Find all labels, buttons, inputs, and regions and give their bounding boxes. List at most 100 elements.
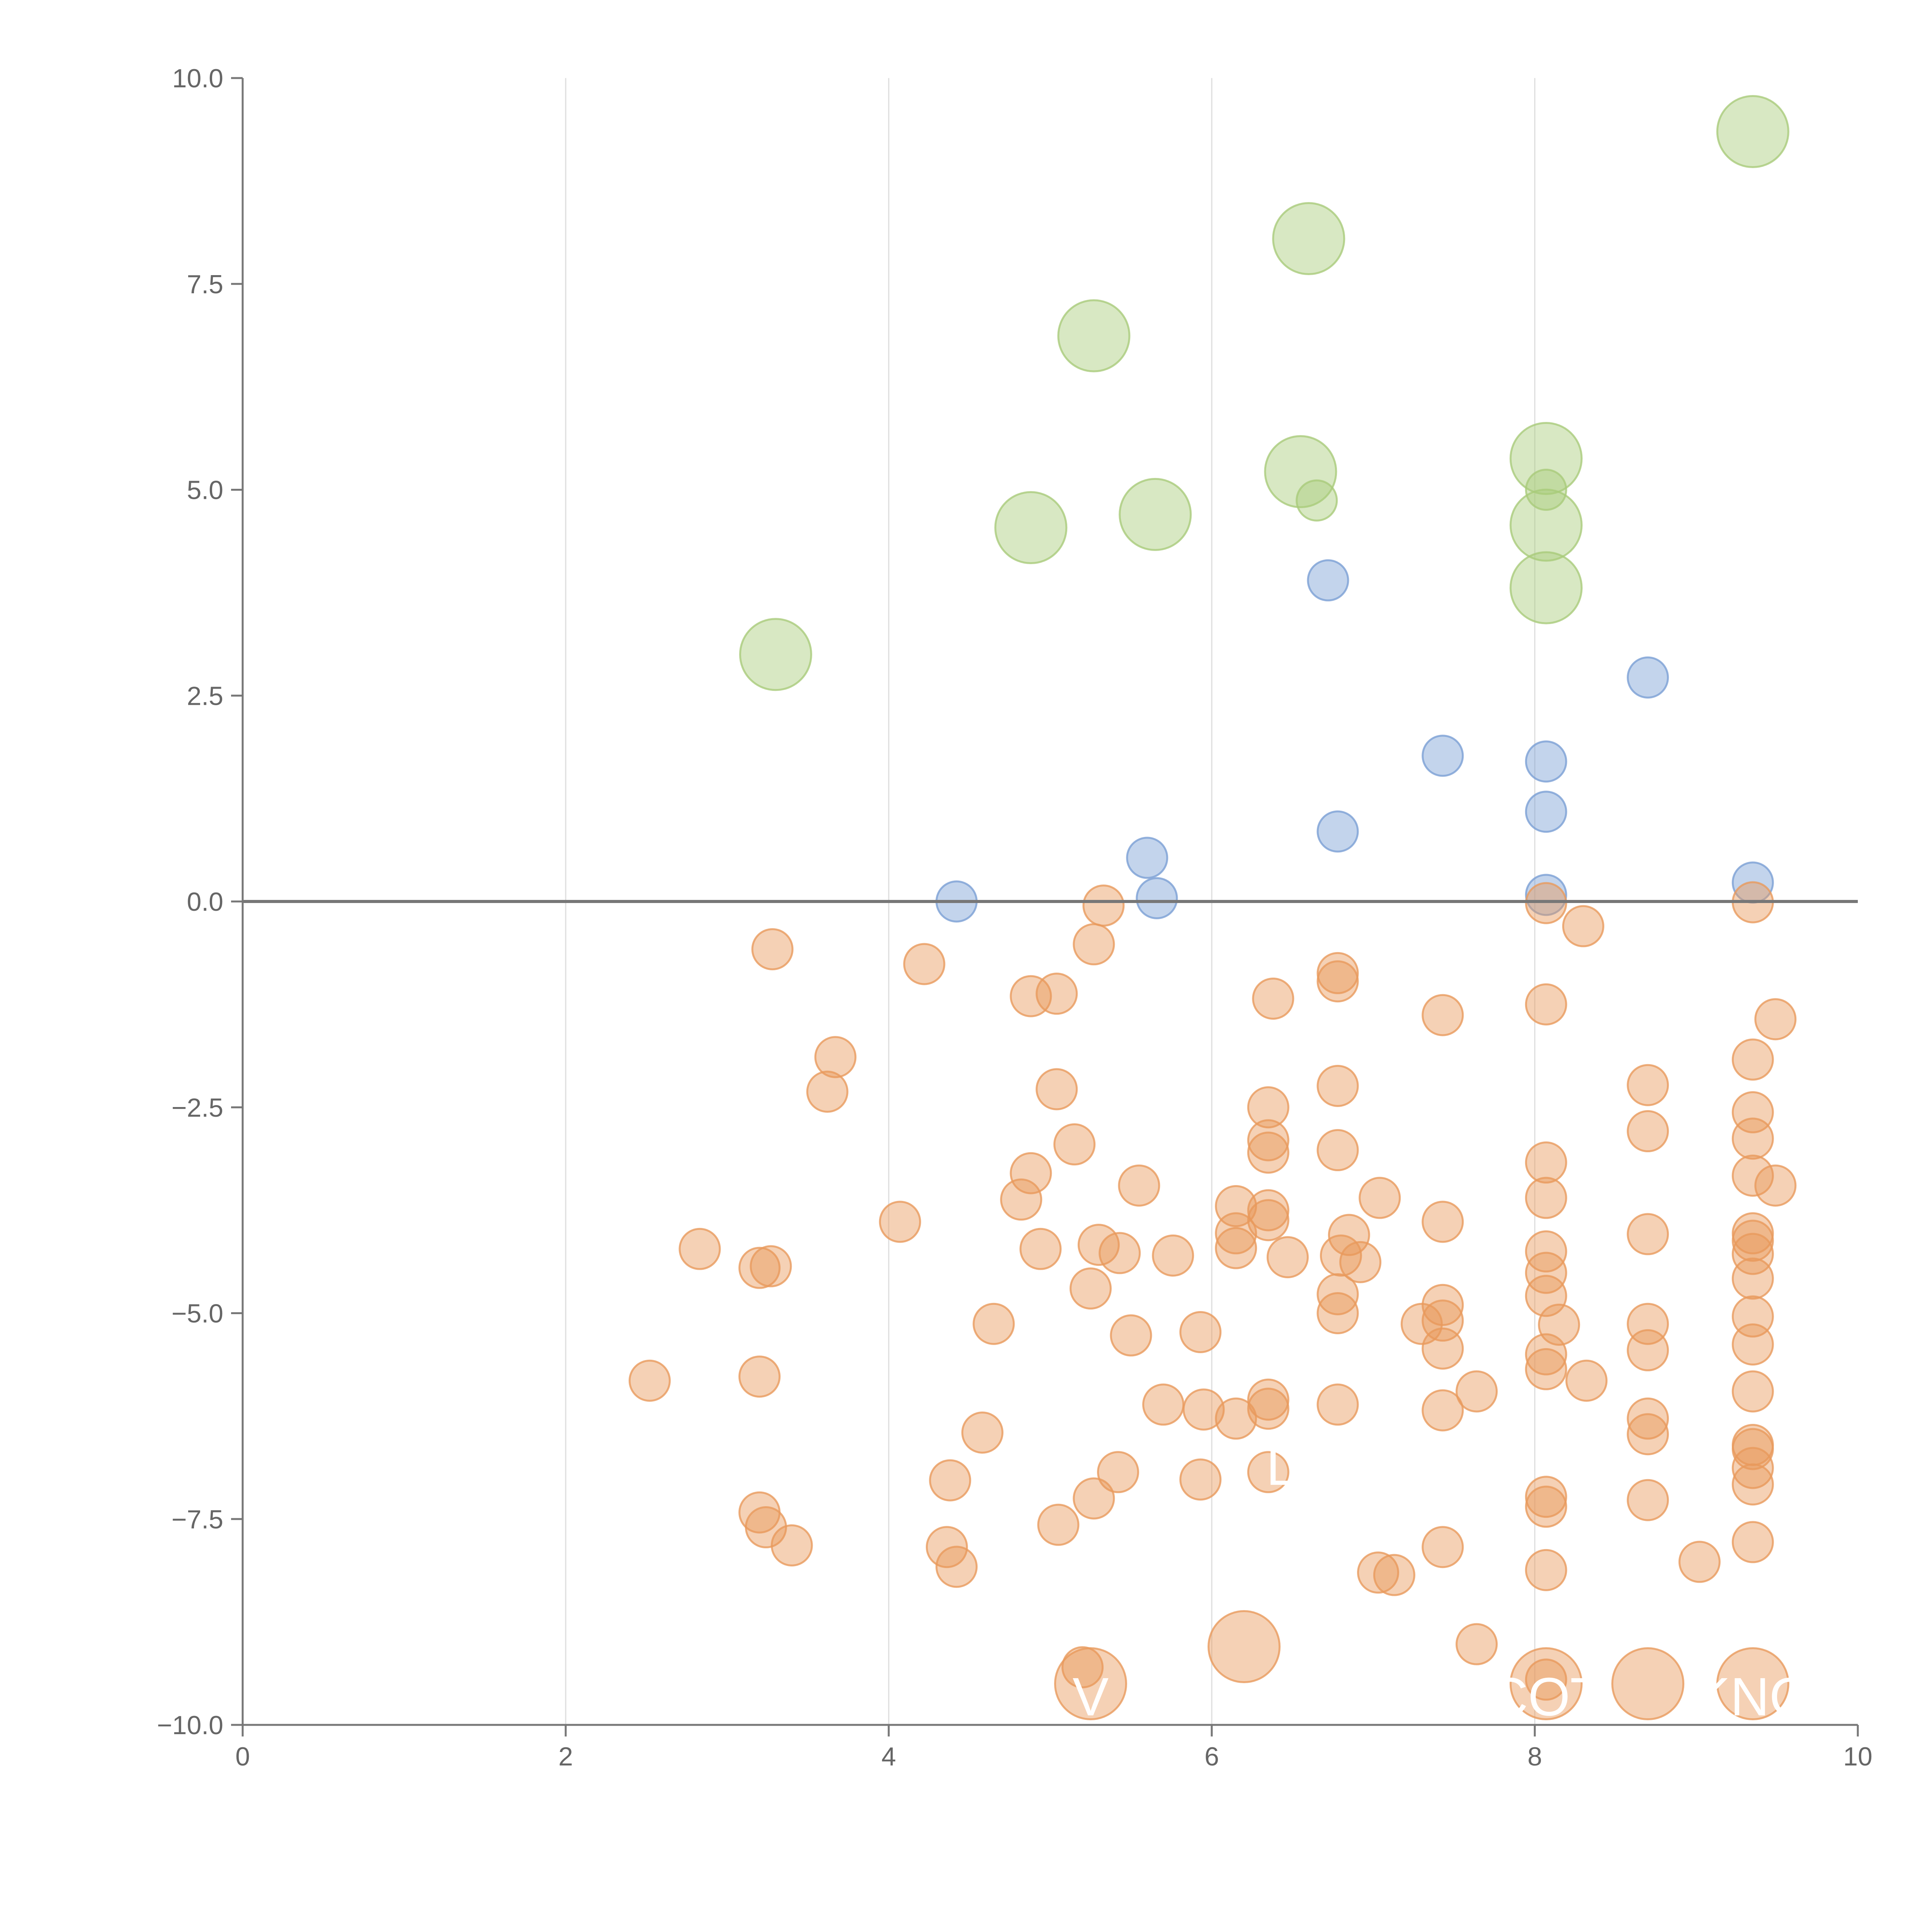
data-point-4-3	[1611, 1647, 1685, 1720]
data-point-3-78	[1525, 1333, 1567, 1376]
data-point-3-82	[1565, 1359, 1608, 1402]
data-point-0-0	[1716, 95, 1789, 168]
data-point-3-15	[814, 1036, 857, 1078]
data-point-3-16	[1731, 1038, 1774, 1081]
data-point-3-44	[1215, 1212, 1257, 1255]
data-point-3-30	[1010, 1152, 1052, 1194]
data-point-2-1	[1627, 656, 1669, 699]
data-point-3-102	[1731, 1463, 1774, 1506]
data-point-3-32	[1118, 1164, 1160, 1207]
data-point-3-121	[1525, 1658, 1567, 1701]
data-point-3-19	[1316, 1065, 1359, 1107]
data-point-2-2	[1422, 735, 1464, 777]
data-point-3-33	[1754, 1164, 1797, 1207]
data-point-3-98	[1097, 1451, 1139, 1493]
data-point-3-59	[750, 1245, 792, 1287]
data-point-1-1	[1525, 469, 1567, 511]
data-point-3-74	[1110, 1314, 1152, 1357]
data-point-3-24	[1247, 1119, 1289, 1162]
data-point-2-4	[1525, 791, 1567, 833]
data-point-3-20	[1627, 1064, 1669, 1106]
data-point-3-50	[1731, 1219, 1774, 1262]
data-point-3-8	[1316, 960, 1359, 1003]
data-point-3-40	[879, 1201, 921, 1243]
data-point-3-64	[1525, 1275, 1567, 1317]
x-tick-label-0: 0	[235, 1742, 250, 1771]
data-point-0-2	[1057, 299, 1131, 372]
data-point-0-9	[739, 618, 812, 691]
data-point-2-7	[1136, 877, 1178, 919]
data-point-2-5	[1316, 810, 1359, 853]
data-point-3-83	[1456, 1370, 1498, 1413]
data-point-3-3	[1562, 905, 1604, 947]
data-point-3-70	[1400, 1303, 1443, 1345]
data-point-0-8	[1509, 551, 1583, 624]
data-point-3-108	[1037, 1503, 1080, 1546]
data-point-4-0	[1208, 1610, 1281, 1684]
data-point-3-116	[1525, 1549, 1567, 1591]
data-point-0-4	[1264, 435, 1337, 509]
data-point-3-76	[1422, 1327, 1464, 1370]
x-tick-label-4: 8	[1527, 1742, 1542, 1771]
data-point-3-60	[1525, 1252, 1567, 1294]
data-point-3-85	[1247, 1378, 1289, 1421]
data-point-3-55	[1525, 1230, 1567, 1273]
data-point-2-0	[1307, 559, 1349, 602]
point-label-1: L	[1266, 1436, 1296, 1497]
data-point-3-6	[1073, 923, 1115, 966]
data-point-3-101	[1179, 1458, 1222, 1501]
data-point-3-53	[1266, 1236, 1309, 1279]
data-point-3-86	[1142, 1383, 1185, 1426]
data-point-3-106	[1525, 1485, 1567, 1528]
y-tick-label-3: −2.5	[172, 1093, 223, 1122]
data-point-3-93	[961, 1411, 1003, 1454]
data-point-3-52	[1152, 1234, 1194, 1277]
x-tick-label-3: 6	[1204, 1742, 1219, 1771]
data-point-3-21	[1247, 1086, 1289, 1129]
data-point-3-114	[1678, 1541, 1721, 1583]
data-point-3-61	[1731, 1257, 1774, 1300]
data-point-3-17	[806, 1070, 849, 1113]
y-tick-label-6: 5.0	[187, 476, 223, 505]
data-point-3-100	[929, 1459, 971, 1502]
data-point-3-111	[1731, 1521, 1774, 1563]
data-point-3-28	[1316, 1129, 1359, 1172]
point-label-0: V	[1073, 1666, 1109, 1727]
data-point-3-18	[1036, 1068, 1078, 1111]
data-point-3-91	[1215, 1397, 1257, 1440]
data-point-3-11	[1252, 977, 1294, 1020]
data-point-3-35	[1359, 1177, 1401, 1219]
data-point-3-110	[770, 1524, 813, 1566]
data-point-3-49	[1215, 1227, 1257, 1269]
data-points	[628, 95, 1797, 1720]
data-point-3-63	[1316, 1273, 1359, 1315]
data-point-3-97	[1731, 1447, 1774, 1489]
data-point-3-90	[1247, 1388, 1289, 1430]
data-point-3-80	[628, 1359, 671, 1402]
data-point-3-109	[745, 1506, 787, 1549]
data-point-3-62	[1070, 1267, 1112, 1310]
y-tick-label-8: 10.0	[172, 64, 223, 93]
data-point-3-56	[1731, 1233, 1774, 1275]
data-point-3-48	[1077, 1224, 1120, 1266]
data-point-3-115	[935, 1546, 978, 1588]
data-point-3-105	[1627, 1479, 1669, 1521]
data-point-3-36	[1525, 1177, 1567, 1219]
data-point-3-42	[1627, 1213, 1669, 1255]
data-point-3-113	[1422, 1526, 1464, 1568]
data-point-3-87	[1316, 1383, 1359, 1426]
y-tick-label-2: −5.0	[172, 1299, 223, 1328]
data-point-3-71	[1627, 1303, 1669, 1345]
data-point-3-12	[1525, 983, 1567, 1026]
data-point-3-79	[1525, 1348, 1567, 1390]
y-tick-label-7: 7.5	[187, 270, 223, 299]
x-tick-label-5: 10	[1843, 1742, 1872, 1771]
data-point-3-88	[1182, 1388, 1225, 1431]
data-point-3-14	[1754, 998, 1797, 1041]
data-point-3-104	[1525, 1476, 1567, 1518]
data-point-3-27	[1247, 1131, 1289, 1174]
data-point-3-73	[1179, 1311, 1222, 1354]
data-point-3-23	[1627, 1110, 1669, 1153]
data-point-3-117	[1357, 1551, 1400, 1594]
